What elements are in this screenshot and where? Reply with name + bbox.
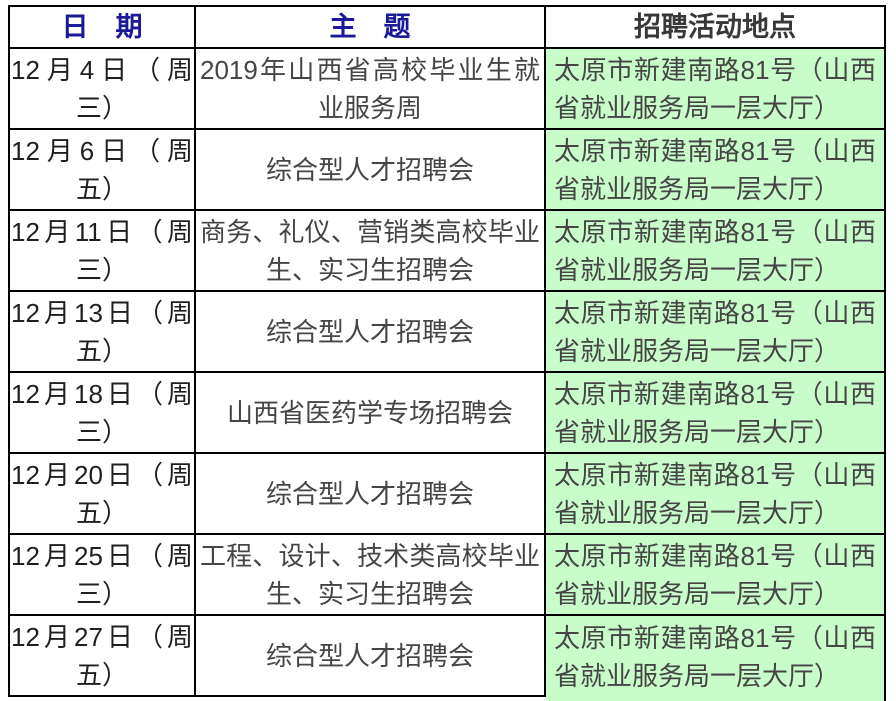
cell-line: 省就业服务局一层大厅） [554, 92, 841, 123]
cell-line: 太原市新建南路81号（山西 [554, 54, 876, 85]
subject-cell: 综合型人才招聘会 [196, 454, 546, 535]
cell-line: 三） [75, 416, 128, 447]
cell-line: 12月18日（周 [11, 378, 193, 409]
recruitment-schedule-table: 日 期 主 题 招聘活动地点 12月4日（周 三） 2019年山西省高校毕业生就业… [8, 5, 886, 697]
cell-line: 太原市新建南路81号（山西 [554, 540, 876, 571]
cell-line: 12月13日（周 [11, 297, 193, 328]
cell-line: 12月6日（周 [11, 135, 193, 166]
subject-cell: 综合型人才招聘会 [196, 130, 546, 211]
cell-line: 太原市新建南路81号（山西 [554, 459, 876, 490]
cell-line: 省就业服务局一层大厅） [554, 416, 841, 447]
cell-line: 省就业服务局一层大厅） [554, 254, 841, 285]
cell-line: 商务、礼仪、营销类高校毕业 [200, 216, 540, 247]
subject-cell: 综合型人才招聘会 [196, 616, 546, 697]
location-cell: 太原市新建南路81号（山西 省就业服务局一层大厅） [546, 535, 886, 616]
cell-line: 五） [75, 173, 128, 204]
date-cell: 12月27日（周 五） [10, 616, 196, 697]
cell-line: 省就业服务局一层大厅） [554, 335, 841, 366]
cell-line: 太原市新建南路81号（山西 [554, 216, 876, 247]
location-cell: 太原市新建南路81号（山西 省就业服务局一层大厅） [546, 130, 886, 211]
cell-line: 太原市新建南路81号（山西 [554, 297, 876, 328]
cell-line: 12月11日（周 [11, 216, 193, 247]
cell-line: 业服务周 [317, 92, 422, 123]
subject-cell: 2019年山西省高校毕业生就 业服务周 [196, 49, 546, 130]
date-cell: 12月25日（周 三） [10, 535, 196, 616]
header-subject: 主 题 [196, 7, 546, 49]
cell-line: 五） [75, 497, 128, 528]
cell-line: 山西省医药学专场招聘会 [226, 397, 513, 428]
cell-line: 三） [75, 578, 128, 609]
cell-line: 三） [75, 254, 128, 285]
location-cell: 太原市新建南路81号（山西 省就业服务局一层大厅） [546, 49, 886, 130]
cell-line: 综合型人才招聘会 [265, 640, 474, 671]
cell-line: 太原市新建南路81号（山西 [554, 378, 876, 409]
cell-line: 省就业服务局一层大厅） [554, 578, 841, 609]
subject-cell: 综合型人才招聘会 [196, 292, 546, 373]
location-cell: 太原市新建南路81号（山西 省就业服务局一层大厅） [546, 373, 886, 454]
subject-cell: 山西省医药学专场招聘会 [196, 373, 546, 454]
date-cell: 12月13日（周 五） [10, 292, 196, 373]
cell-line: 12月4日（周 [11, 54, 193, 85]
cell-line: 太原市新建南路81号（山西 [554, 135, 876, 166]
cell-line: 生、实习生招聘会 [265, 578, 474, 609]
cell-line: 五） [75, 659, 128, 690]
cell-line: 12月20日（周 [11, 459, 193, 490]
cell-line: 省就业服务局一层大厅） [554, 173, 841, 204]
cell-line: 12月27日（周 [11, 621, 193, 652]
cell-line: 省就业服务局一层大厅） [554, 660, 841, 691]
cell-line: 三） [75, 92, 128, 123]
cell-line: 工程、设计、技术类高校毕业 [200, 540, 540, 571]
cell-line: 综合型人才招聘会 [265, 154, 474, 185]
cell-line: 12月25日（周 [11, 540, 193, 571]
location-cell: 太原市新建南路81号（山西 省就业服务局一层大厅） [546, 616, 886, 697]
header-date: 日 期 [10, 7, 196, 49]
location-cell-overflow [546, 694, 886, 701]
location-cell: 太原市新建南路81号（山西 省就业服务局一层大厅） [546, 292, 886, 373]
cell-line: 五） [75, 335, 128, 366]
location-cell: 太原市新建南路81号（山西 省就业服务局一层大厅） [546, 454, 886, 535]
date-cell: 12月11日（周 三） [10, 211, 196, 292]
cell-line: 2019年山西省高校毕业生就 [200, 54, 540, 85]
date-cell: 12月20日（周 五） [10, 454, 196, 535]
date-cell: 12月4日（周 三） [10, 49, 196, 130]
cell-line: 综合型人才招聘会 [265, 478, 474, 509]
cell-line: 太原市新建南路81号（山西 [554, 622, 876, 653]
cell-line: 省就业服务局一层大厅） [554, 497, 841, 528]
subject-cell: 商务、礼仪、营销类高校毕业 生、实习生招聘会 [196, 211, 546, 292]
date-cell: 12月18日（周 三） [10, 373, 196, 454]
date-cell: 12月6日（周 五） [10, 130, 196, 211]
location-cell: 太原市新建南路81号（山西 省就业服务局一层大厅） [546, 211, 886, 292]
header-location: 招聘活动地点 [546, 7, 886, 49]
cell-line: 综合型人才招聘会 [265, 316, 474, 347]
subject-cell: 工程、设计、技术类高校毕业 生、实习生招聘会 [196, 535, 546, 616]
cell-line: 生、实习生招聘会 [265, 254, 474, 285]
